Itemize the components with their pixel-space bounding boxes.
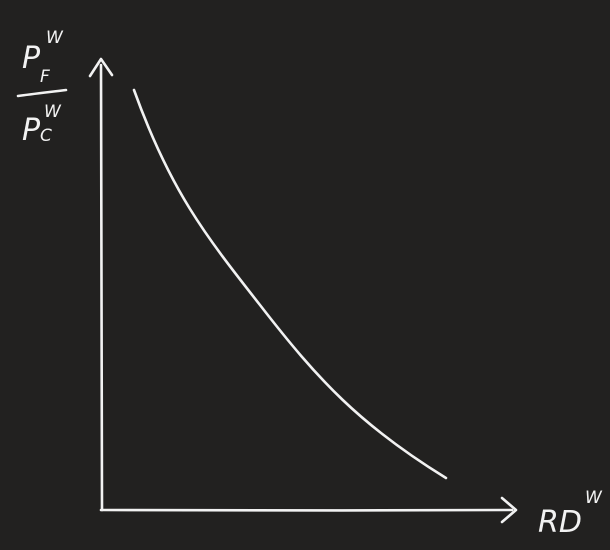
- demand-curve: [132, 88, 448, 480]
- y-label-numerator-base: P: [22, 41, 41, 76]
- y-label-denominator-subscript: C: [40, 126, 52, 146]
- x-axis-arrowhead: [500, 496, 518, 524]
- y-label-fraction-bar: [16, 88, 68, 98]
- y-axis-arrowhead: [88, 57, 114, 78]
- y-axis-line: [99, 63, 104, 512]
- y-label-numerator-subscript: F: [40, 67, 50, 87]
- y-label-numerator-superscript: W: [46, 28, 64, 48]
- x-axis-label: RD W: [538, 488, 603, 540]
- x-label-base: RD: [538, 505, 582, 540]
- y-label-denominator-base: P: [22, 113, 41, 148]
- y-label-denominator-superscript: W: [44, 102, 62, 122]
- y-axis: [88, 57, 114, 512]
- y-axis-label: P W F P W C: [16, 28, 68, 148]
- x-label-superscript: W: [585, 488, 603, 508]
- x-axis: [99, 496, 518, 524]
